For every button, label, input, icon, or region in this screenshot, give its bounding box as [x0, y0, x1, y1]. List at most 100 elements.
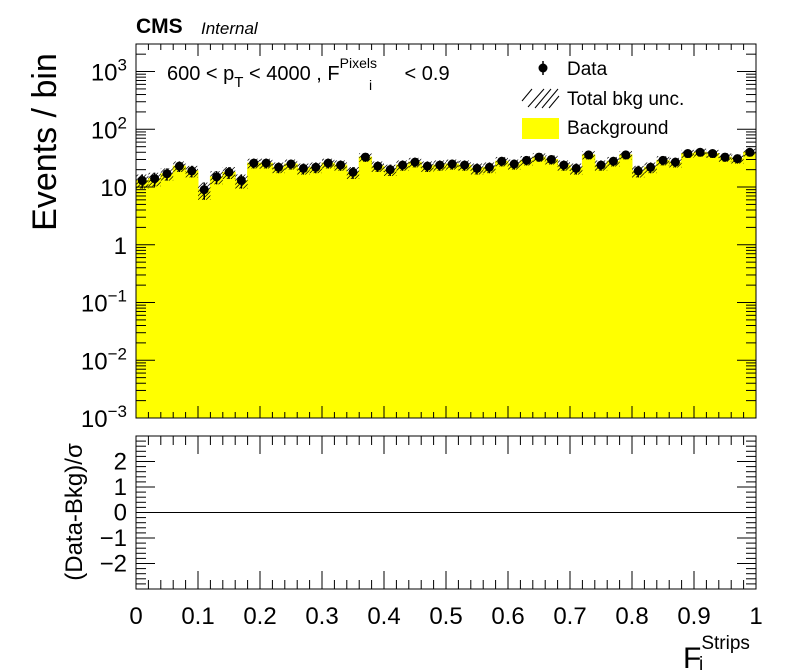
y-tick-label: 10−2: [81, 344, 127, 375]
background-bar: [458, 165, 472, 418]
hatch-line: [670, 150, 678, 158]
hatch-line: [570, 163, 574, 168]
data-point: [398, 160, 408, 170]
hatch-line: [371, 161, 375, 165]
pixels-superscript: Pixels: [340, 55, 377, 71]
data-point: [298, 163, 308, 173]
hatch-line: [755, 155, 756, 157]
hatch-line: [230, 174, 236, 180]
background-bar: [284, 164, 298, 418]
y-tick-label: 103: [91, 56, 127, 87]
background-bar: [644, 167, 658, 418]
hatch-line: [664, 160, 670, 166]
hatch-line: [552, 159, 558, 165]
background-bar: [681, 153, 695, 418]
data-point: [274, 162, 284, 172]
hatch-line: [346, 166, 352, 172]
main-y-ticks: [136, 43, 756, 419]
x-tick-label: 0.4: [367, 603, 400, 630]
data-point: [646, 162, 656, 172]
data-point: [522, 155, 532, 165]
data-point: [150, 174, 160, 184]
hatch-line: [197, 176, 199, 178]
data-point: [385, 165, 395, 175]
data-points: [137, 147, 755, 200]
hatch-line: [515, 164, 521, 170]
data-point: [596, 160, 606, 170]
pt-subscript: T: [234, 74, 243, 91]
background-bar: [594, 165, 608, 418]
background-bar: [272, 167, 286, 418]
hatch-line: [396, 160, 400, 164]
data-point: [732, 154, 742, 164]
hatch-line: [416, 162, 422, 168]
hatch-line: [755, 155, 764, 164]
hatch-line: [384, 164, 388, 169]
hatch-line: [768, 149, 776, 157]
cut-mid: < 4000 , F: [243, 63, 339, 85]
hatch-line: [272, 162, 276, 166]
hatch-line: [185, 165, 190, 170]
background-bar: [247, 163, 261, 418]
legend-data-entry: Data: [538, 59, 608, 80]
hatch-line: [359, 153, 361, 155]
y-tick-label: 1: [114, 233, 127, 260]
hatch-line: [404, 165, 409, 171]
data-point: [174, 161, 184, 171]
hatch-line: [565, 165, 570, 171]
hatch-line: [632, 165, 636, 170]
ratio-x-tick-labels: 0 0.1 0.2 0.3 0.4 0.5 0.6 0.7 0.8 0.9 1: [129, 603, 762, 630]
data-point: [212, 172, 222, 182]
hatch-line: [760, 149, 768, 157]
legend-bkg-label: Background: [567, 118, 668, 139]
data-point: [633, 166, 643, 176]
data-point: [348, 167, 358, 177]
ratio-x-ticks: [135, 436, 757, 589]
background-bar: [545, 159, 558, 418]
hatch-line: [590, 154, 595, 160]
data-point: [472, 163, 482, 173]
background-bars: [135, 151, 757, 418]
hatch-line: [570, 151, 578, 159]
hatch-line: [160, 168, 166, 174]
hatch-line: [483, 162, 487, 166]
background-bar: [557, 165, 571, 418]
x-tick-label: 0.3: [305, 603, 338, 630]
hatch-line: [577, 169, 583, 175]
hatch-line: [379, 153, 388, 162]
ratio-y-tick-label: 0: [114, 500, 127, 527]
hatch-line: [669, 157, 672, 160]
hatch-line: [210, 171, 216, 177]
background-bar: [570, 168, 583, 418]
hatch-line: [540, 156, 546, 162]
background-bar: [669, 162, 682, 418]
legend: Data Total bkg unc. Background: [521, 59, 684, 139]
legend-unc-hatch: [521, 88, 560, 109]
hatch-line: [242, 183, 248, 189]
data-point: [422, 161, 432, 171]
background-bar: [582, 154, 596, 418]
x-axis-label-sub: i: [699, 654, 703, 672]
main-y-tick-labels: 10−3 10−2 10−1 1 10 102 103: [81, 56, 127, 433]
hatch-line: [197, 161, 208, 172]
data-point: [559, 160, 569, 170]
hatch-line: [267, 163, 273, 169]
x-axis-label-base: F: [683, 642, 701, 672]
hatch-line: [726, 156, 732, 162]
background-bar: [408, 162, 422, 418]
hatch-line: [143, 183, 149, 189]
hatch-line: [602, 165, 608, 171]
hatch-line: [383, 153, 392, 162]
background-bar: [160, 173, 174, 418]
data-point: [199, 185, 209, 195]
hatch-line: [639, 172, 645, 178]
hatch-line: [594, 158, 595, 160]
x-tick-label: 0.1: [181, 603, 214, 630]
hatch-line: [644, 151, 652, 159]
y-tick-label: 10−1: [81, 287, 127, 318]
ratio-y-tick-label: 1: [114, 474, 127, 501]
background-bar: [185, 170, 199, 418]
data-point: [224, 167, 234, 177]
hatch-line: [508, 159, 511, 163]
hatch-line: [309, 162, 313, 166]
